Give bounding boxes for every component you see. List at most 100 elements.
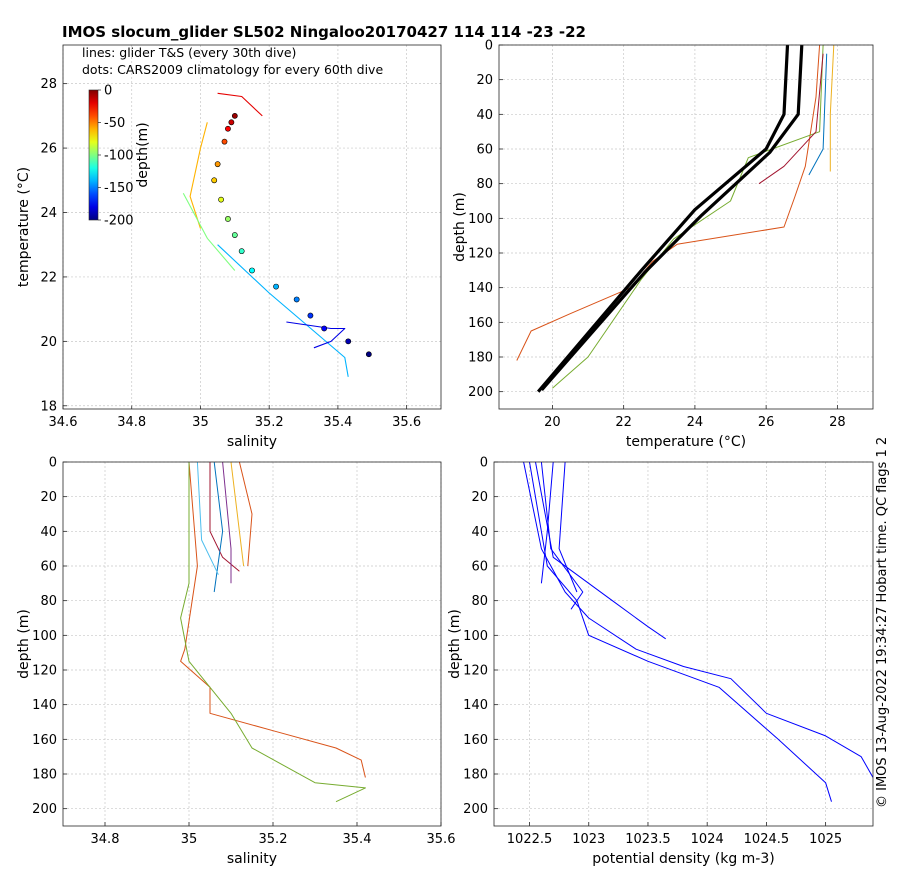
ts-climatology-dot	[228, 119, 235, 126]
ts-x-tick-label: 35.4	[323, 415, 352, 430]
temp-glider-profile	[829, 45, 835, 172]
ts-y-tick-label: 22	[40, 270, 57, 285]
dens-depth-x-tick-label: 1024.5	[744, 832, 790, 847]
sal-depth-y-tick-label: 40	[40, 525, 57, 540]
temp-depth-y-tick-label: 140	[468, 281, 493, 296]
temp-depth-x-axis-label: temperature (°C)	[626, 434, 746, 450]
temp-depth-data-layer	[516, 45, 835, 393]
ts-climatology-dot	[293, 296, 300, 303]
temp-depth-x-tick-label: 24	[687, 415, 704, 430]
sal-depth-y-tick-label: 120	[32, 664, 57, 679]
figure-title: IMOS slocum_glider SL502 Ningaloo2017042…	[62, 23, 586, 41]
dens-depth-x-axis-label: potential density (kg m-3)	[592, 851, 774, 867]
dens-depth-x-tick-label: 1022.5	[507, 832, 553, 847]
temp-glider-profile	[808, 53, 828, 176]
ts-climatology-dot	[238, 248, 245, 255]
ts-climatology-dot	[218, 196, 224, 203]
colorbar-tick-label: -200	[104, 214, 134, 229]
colorbar-tick-label: 0	[104, 84, 112, 99]
ts-x-tick-label: 35.2	[255, 415, 284, 430]
ts-glider-line	[217, 92, 263, 117]
sal-depth-y-tick-label: 0	[49, 456, 57, 471]
temp-depth-plot-area	[499, 45, 873, 409]
dens-depth-plot-area	[494, 462, 873, 826]
temp-depth-x-tick-label: 28	[829, 415, 846, 430]
sal-depth-y-tick-label: 20	[40, 490, 57, 505]
dens-depth-y-tick-label: 180	[463, 768, 488, 783]
ts-climatology-dot	[345, 338, 352, 345]
density-profile	[529, 462, 832, 802]
dens-depth-frame	[493, 461, 874, 827]
ts-climatology-dot	[273, 283, 279, 290]
ts-climatology-dot	[249, 267, 255, 274]
ts-x-tick-label: 35	[192, 415, 209, 430]
ts-y-tick-label: 26	[40, 142, 57, 157]
temp-glider-profile	[516, 45, 821, 361]
ts-climatology-dot	[231, 112, 238, 119]
sal-depth-y-tick-label: 80	[40, 594, 57, 609]
density-profile	[540, 462, 584, 610]
ts-climatology-dot	[225, 216, 231, 222]
ts-glider-line	[189, 122, 208, 229]
dens-depth-y-axis-label: depth (m)	[447, 609, 463, 679]
dens-depth-x-tick-label: 1023.5	[625, 832, 671, 847]
ts-y-tick-label: 20	[40, 335, 57, 350]
ts-annotation: lines: glider T&S (every 30th dive)	[82, 45, 296, 60]
temp-depth-y-tick-label: 0	[485, 39, 493, 54]
sal-depth-y-tick-label: 200	[32, 802, 57, 817]
temp-depth-x-tick-label: 26	[758, 415, 775, 430]
temp-depth-y-tick-label: 200	[468, 385, 493, 400]
ts-climatology-dot	[214, 161, 221, 168]
sal-depth-x-axis-label: salinity	[227, 851, 277, 867]
sal-depth-y-tick-label: 100	[32, 629, 57, 644]
dens-depth-y-tick-label: 140	[463, 698, 488, 713]
sal-depth-x-tick-label: 35.4	[343, 832, 372, 847]
ts-climatology-dot	[225, 125, 231, 132]
temp-depth-y-tick-label: 60	[476, 143, 493, 158]
temp-depth-y-tick-label: 160	[468, 316, 493, 331]
ts-y-tick-label: 28	[40, 77, 57, 92]
dens-depth-y-tick-label: 80	[471, 594, 488, 609]
colorbar	[88, 89, 99, 221]
sal-depth-y-tick-label: 140	[32, 698, 57, 713]
ts-glider-line	[286, 321, 346, 349]
temp-depth-x-tick-label: 20	[544, 415, 561, 430]
colorbar-tick-label: -50	[104, 116, 125, 131]
footer-credit: © IMOS 13-Aug-2022 19:34:27 Hobart time.…	[875, 437, 890, 808]
ts-climatology-dot	[231, 232, 238, 238]
sal-depth-y-tick-label: 180	[32, 768, 57, 783]
sal-depth-frame	[62, 461, 442, 827]
dens-depth-y-tick-label: 0	[480, 456, 488, 471]
ts-data-layer	[182, 92, 372, 377]
temp-depth-x-tick-label: 22	[615, 415, 632, 430]
dens-depth-y-tick-label: 60	[471, 560, 488, 575]
sal-depth-x-tick-label: 35	[181, 832, 198, 847]
density-profile	[540, 462, 554, 584]
ts-annotation: dots: CARS2009 climatology for every 60t…	[82, 62, 383, 77]
temp-depth-y-axis-label: depth (m)	[452, 192, 468, 262]
dens-depth-y-tick-label: 20	[471, 490, 488, 505]
salinity-profile	[180, 462, 366, 778]
ts-axes: 34.6 34.8 35 35.2 35.4 35.6 18 20 22 24 26 28 salini…	[16, 44, 442, 450]
sal-depth-x-tick-label: 35.2	[259, 832, 288, 847]
temp-depth-y-tick-label: 80	[476, 177, 493, 192]
temp-depth-frame	[498, 44, 874, 410]
salinity-profile	[222, 462, 232, 584]
ts-climatology-dot	[211, 177, 218, 184]
salinity-profile	[230, 462, 245, 567]
temp-depth-y-tick-label: 180	[468, 351, 493, 366]
dens-depth-x-tick-label: 1023	[572, 832, 605, 847]
dens-depth-y-tick-label: 100	[463, 629, 488, 644]
ts-x-axis-label: salinity	[227, 434, 277, 450]
sal-depth-y-tick-label: 60	[40, 560, 57, 575]
sal-depth-x-tick-label: 35.6	[427, 832, 456, 847]
ts-glider-line	[182, 192, 236, 271]
dens-depth-data-layer	[523, 462, 873, 802]
temp-glider-profile	[552, 45, 824, 389]
temp-climatology-profile	[536, 45, 790, 393]
colorbar-label: depth(m)	[135, 122, 151, 187]
salinity-profile	[180, 462, 366, 803]
temp-depth-y-tick-label: 120	[468, 247, 493, 262]
sal-depth-plot-area	[63, 462, 441, 826]
